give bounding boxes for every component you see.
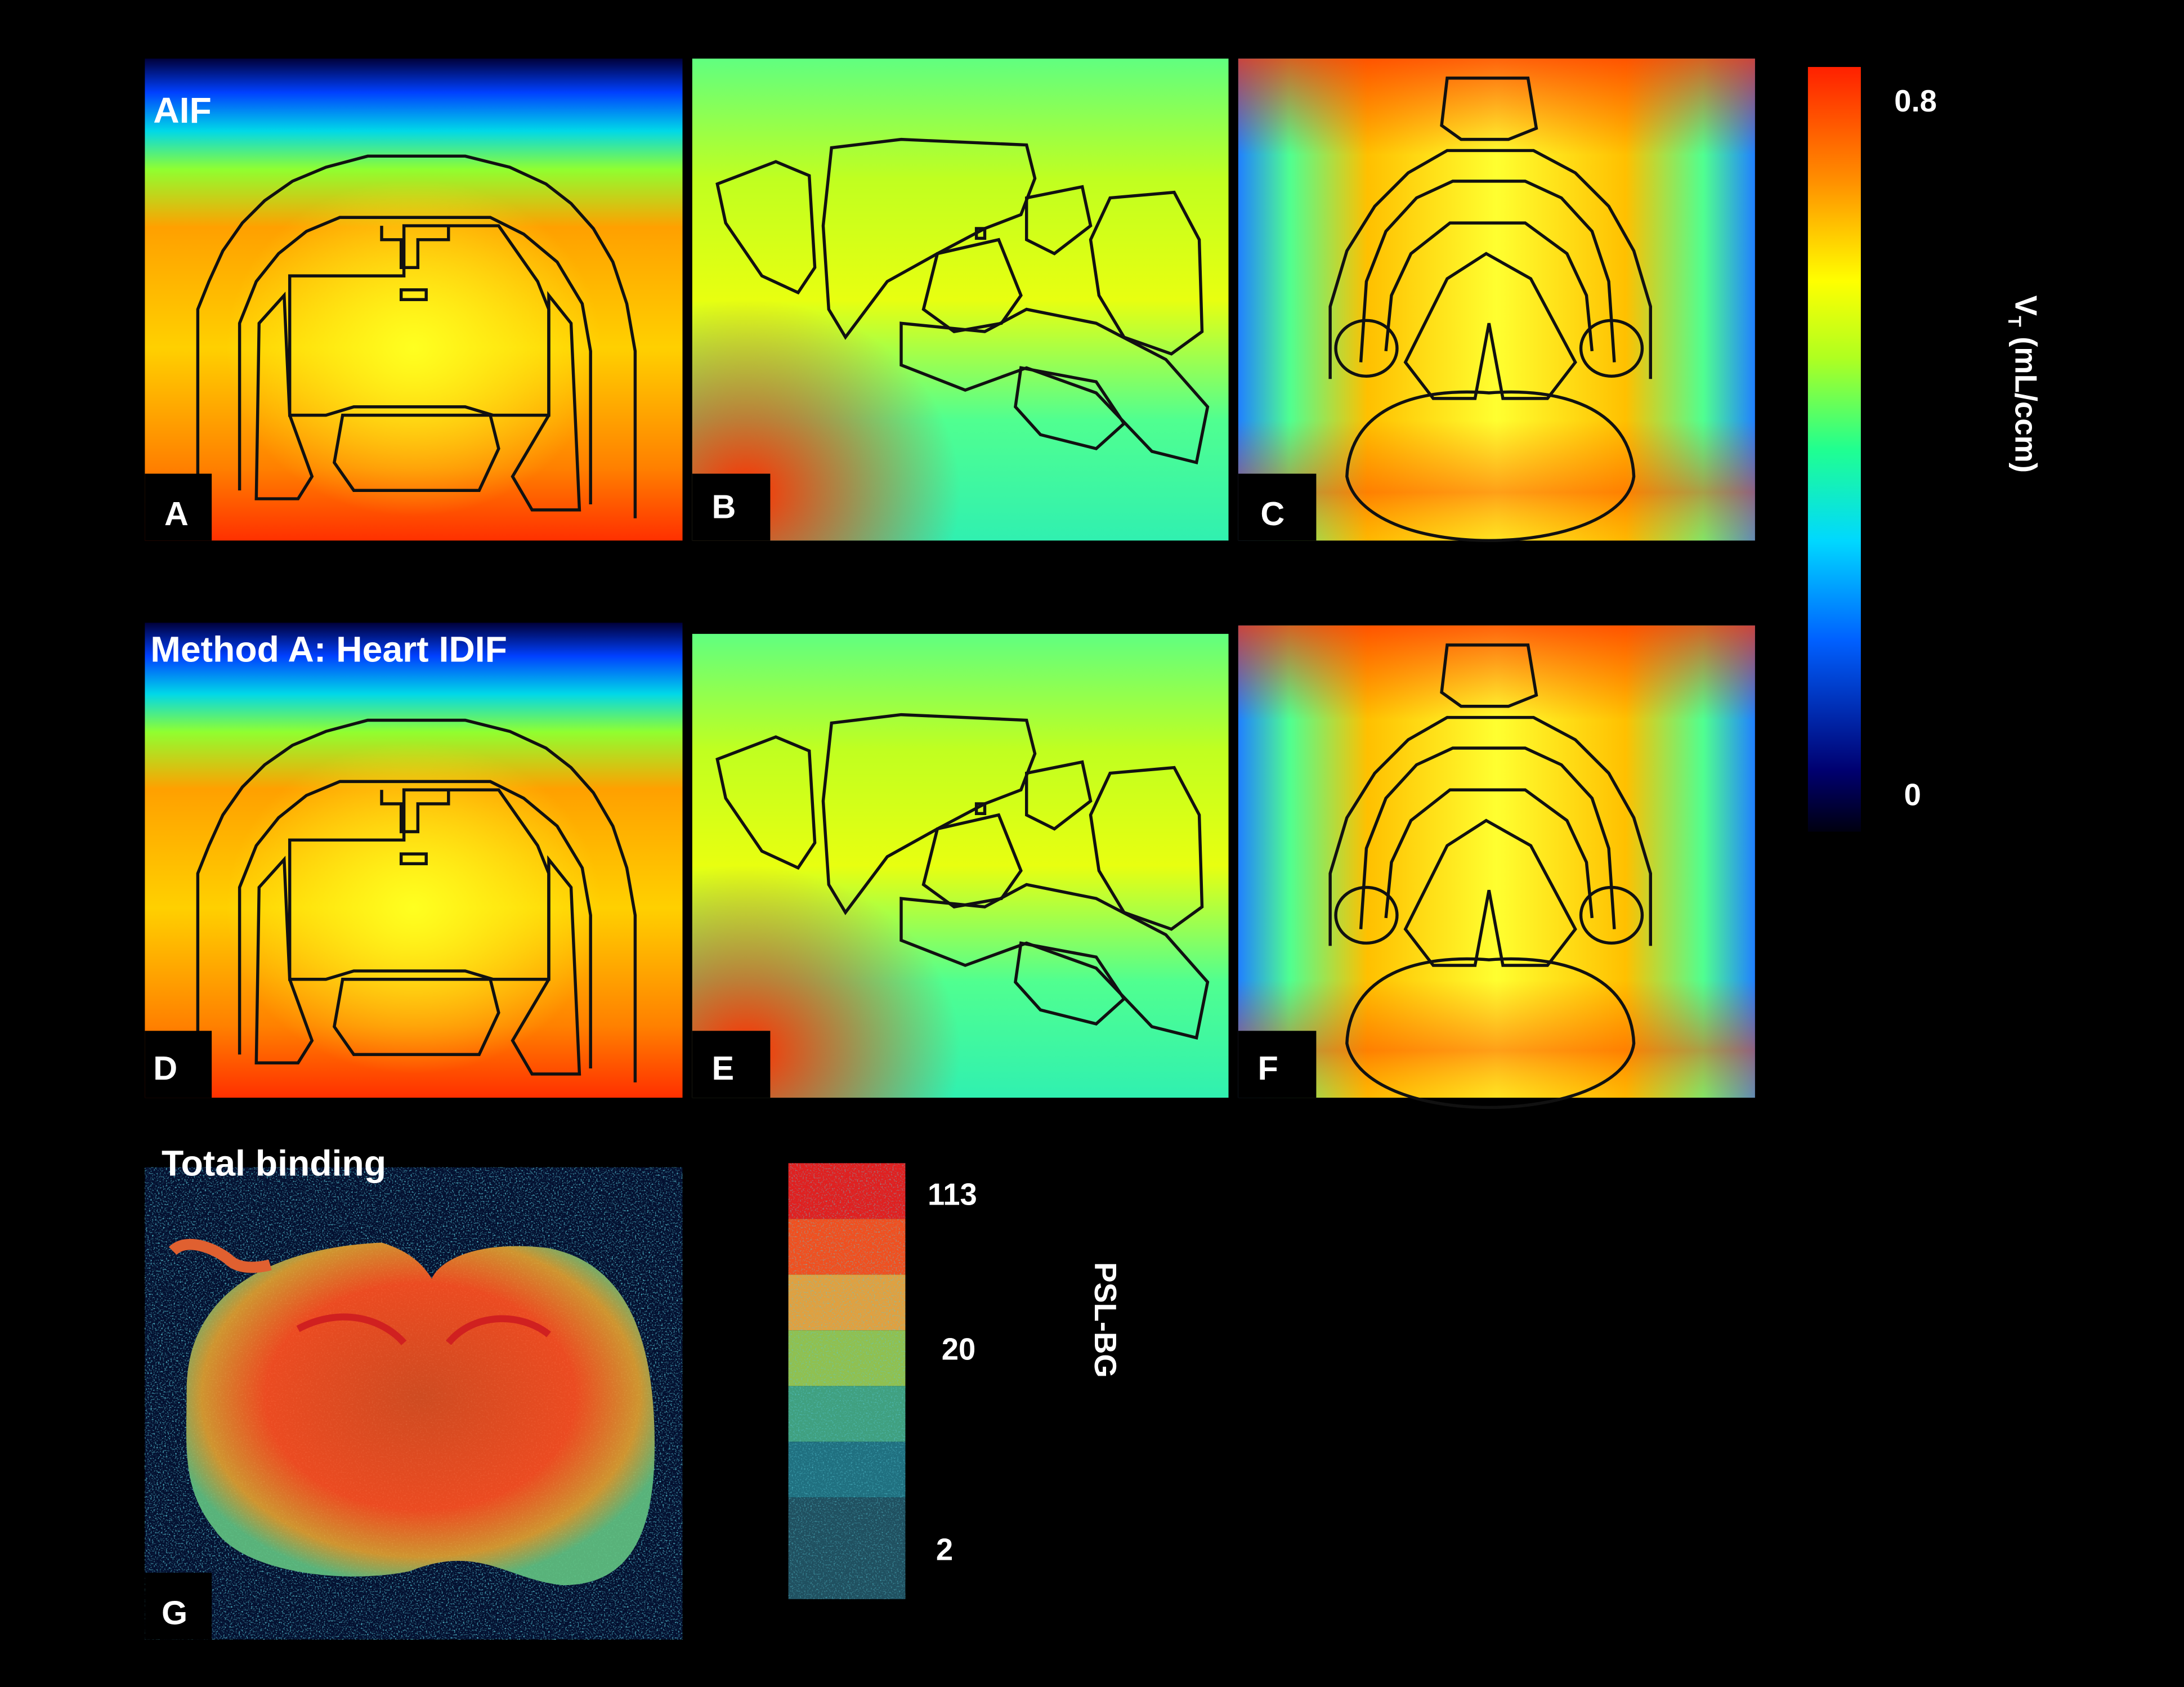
label-box [692, 473, 771, 541]
brain-section [186, 1242, 655, 1586]
colorbar-label: PSL-BG [1088, 1262, 1122, 1378]
vt-colorbar: 0.8 0 VT (mL/ccm) [1807, 66, 2043, 832]
vt-map-hot [692, 59, 1229, 541]
label-box [145, 1031, 212, 1098]
panel-label: A [164, 495, 189, 532]
noise [788, 1163, 906, 1599]
panel-g: G Total binding [145, 1143, 683, 1640]
fragment [168, 1238, 272, 1273]
vt-map-hot [692, 634, 1229, 1098]
panel-f: F [1238, 625, 1755, 1107]
panel-e: E [692, 634, 1229, 1098]
panel-label: C [1260, 495, 1285, 532]
panel-label: G [162, 1594, 187, 1631]
label-box [1238, 473, 1317, 541]
hippocampus [296, 1313, 551, 1345]
label-box [692, 1031, 771, 1098]
panel-d: D Method A: Heart IDIF [145, 623, 683, 1098]
panel-label: B [711, 488, 736, 526]
panel-label: F [1257, 1049, 1278, 1087]
panel-label: E [711, 1049, 734, 1087]
label-box [145, 1572, 212, 1640]
panel-a: A AIF [145, 59, 683, 541]
colorbar-label: VT (mL/ccm) [2004, 296, 2043, 473]
tick-label: 0.8 [1894, 84, 1937, 118]
row-title: Total binding [162, 1143, 386, 1184]
unit: (mL/ccm) [2009, 337, 2043, 473]
colorbar [1807, 66, 1861, 832]
panel-label: D [153, 1049, 177, 1087]
tick-label: 20 [942, 1332, 976, 1366]
row-title: Method A: Heart IDIF [150, 629, 507, 670]
psl-colorbar: 113 20 2 PSL-BG [788, 1163, 1122, 1599]
vt-map-center [145, 623, 683, 1098]
symbol: V [2009, 296, 2043, 316]
label-box [145, 473, 212, 541]
panel-b: B [692, 59, 1229, 541]
vt-map-hot [1238, 59, 1755, 541]
panel-c: C [1238, 59, 1755, 540]
label-box [1238, 1031, 1317, 1098]
vt-map-hot [1238, 625, 1755, 1098]
subscript: T [2004, 316, 2025, 327]
row-title: AIF [153, 90, 212, 131]
tick-label: 113 [928, 1178, 977, 1212]
tick-label: 2 [936, 1533, 953, 1567]
tick-label: 0 [1904, 777, 1921, 812]
